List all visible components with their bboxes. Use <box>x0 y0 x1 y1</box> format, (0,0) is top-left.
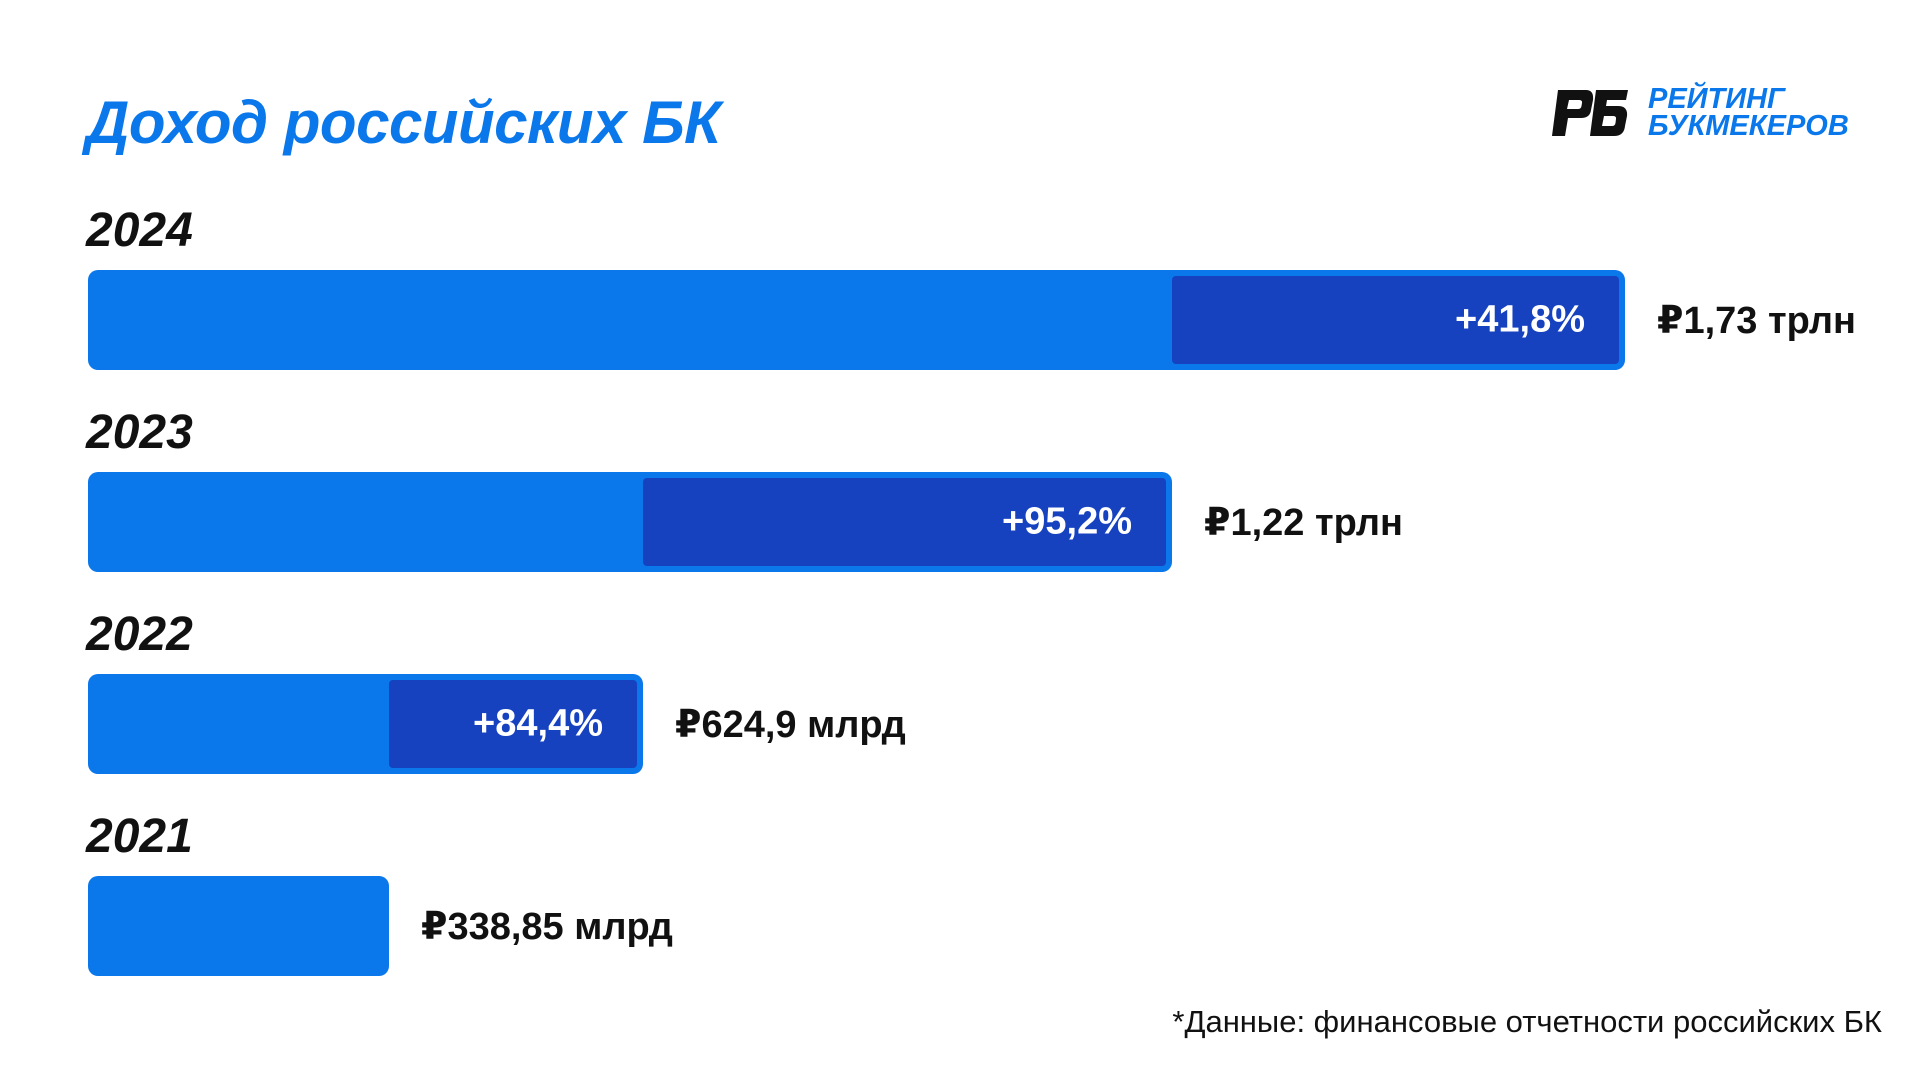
value-label: ₽1,73 трлн <box>1657 300 1856 342</box>
value-label: ₽338,85 млрд <box>421 906 673 948</box>
brand-logo: РЕЙТИНГ БУКМЕКЕРОВ <box>1548 83 1858 146</box>
logo-mark-icon <box>1552 90 1628 136</box>
logo-wordmark: РЕЙТИНГ БУКМЕКЕРОВ <box>1648 83 1858 142</box>
year-label: 2023 <box>86 406 193 459</box>
growth-label: +84,4% <box>473 702 603 745</box>
bar-2024: +41,8% <box>88 270 1625 370</box>
growth-segment: +41,8% <box>1172 276 1619 364</box>
year-label: 2024 <box>86 204 193 257</box>
bar-2023: +95,2% <box>88 472 1172 572</box>
year-label: 2022 <box>86 608 193 661</box>
chart-title: Доход российских БК <box>86 89 721 156</box>
value-label: ₽624,9 млрд <box>675 704 906 746</box>
growth-label: +95,2% <box>1002 500 1132 543</box>
growth-segment: +84,4% <box>389 680 637 768</box>
source-footnote: *Данные: финансовые отчетности российски… <box>1172 1004 1882 1039</box>
value-label: ₽1,22 трлн <box>1204 502 1403 544</box>
bar-2022: +84,4% <box>88 674 643 774</box>
growth-label: +41,8% <box>1455 298 1585 341</box>
growth-segment: +95,2% <box>643 478 1166 566</box>
logo-line-1: РЕЙТИНГ <box>1648 83 1785 115</box>
logo-line-2: БУКМЕКЕРОВ <box>1648 110 1849 142</box>
bar-2021 <box>88 876 389 976</box>
year-label: 2021 <box>86 810 193 863</box>
